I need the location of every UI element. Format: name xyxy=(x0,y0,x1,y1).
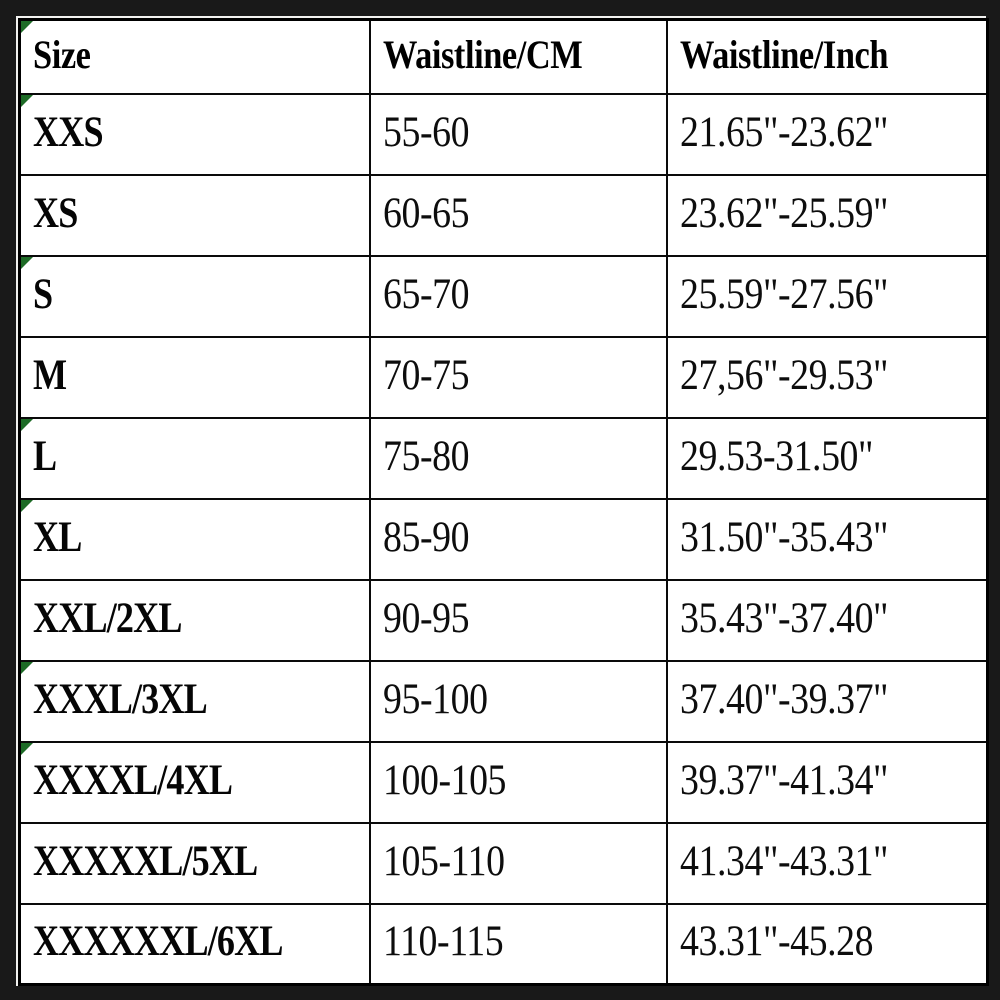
cell-waistline-cm: 75-80 xyxy=(368,416,668,500)
cell-size: XS xyxy=(18,173,371,257)
cell-waistline-cm-value: 105-110 xyxy=(382,837,505,885)
cell-waistline-inch-value: 35.43"-37.40" xyxy=(679,594,889,642)
cell-waistline-cm-value: 55-60 xyxy=(382,108,470,156)
cell-size: XL xyxy=(18,497,371,581)
cell-waistline-inch-value: 43.31"-45.28 xyxy=(679,918,873,966)
cell-waistline-cm: 90-95 xyxy=(368,578,668,662)
column-header-size-label: Size xyxy=(33,31,91,77)
table-row: XXXL/3XL 95-100 37.40"-39.37" xyxy=(18,659,989,743)
cell-waistline-cm-value: 95-100 xyxy=(382,675,488,723)
cell-size-label: S xyxy=(33,270,53,318)
cell-waistline-inch-value: 39.37"-41.34" xyxy=(679,756,889,804)
corner-flag-icon xyxy=(21,418,33,431)
cell-waistline-inch-value: 23.62"-25.59" xyxy=(679,189,889,237)
cell-size-label: XL xyxy=(33,513,82,561)
cell-size-label: XXL/2XL xyxy=(33,594,182,642)
corner-flag-icon xyxy=(21,94,33,107)
table-header: Size Waistline/CM Waistline/Inch xyxy=(18,18,989,95)
table-row: S 65-70 25.59"-27.56" xyxy=(18,254,989,338)
cell-waistline-inch-value: 27,56"-29.53" xyxy=(679,351,889,399)
cell-waistline-cm-value: 65-70 xyxy=(382,270,470,318)
cell-waistline-cm-value: 75-80 xyxy=(382,432,470,480)
corner-flag-icon xyxy=(21,256,33,269)
cell-waistline-cm: 55-60 xyxy=(368,92,668,176)
corner-flag-icon xyxy=(21,21,33,33)
cell-waistline-cm-value: 100-105 xyxy=(382,756,506,804)
cell-size: XXL/2XL xyxy=(18,578,371,662)
corner-flag-icon xyxy=(21,661,33,674)
cell-size: XXXXXXL/6XL xyxy=(18,902,371,986)
corner-flag-icon xyxy=(21,499,33,512)
cell-size: XXS xyxy=(18,92,371,176)
table-row: XXXXL/4XL 100-105 39.37"-41.34" xyxy=(18,740,989,824)
cell-waistline-inch: 23.62"-25.59" xyxy=(665,173,989,257)
cell-waistline-cm: 70-75 xyxy=(368,335,668,419)
cell-waistline-cm: 105-110 xyxy=(368,821,668,905)
cell-size-label: XS xyxy=(33,189,78,237)
cell-size-label: XXXXXXL/6XL xyxy=(33,918,283,966)
table-row: XXL/2XL 90-95 35.43"-37.40" xyxy=(18,578,989,662)
cell-waistline-inch-value: 41.34"-43.31" xyxy=(679,837,889,885)
cell-waistline-inch-value: 25.59"-27.56" xyxy=(679,270,889,318)
cell-size: XXXL/3XL xyxy=(18,659,371,743)
cell-waistline-inch: 35.43"-37.40" xyxy=(665,578,989,662)
cell-waistline-inch-value: 31.50"-35.43" xyxy=(679,513,889,561)
cell-size-label: M xyxy=(33,351,67,399)
table-row: XL 85-90 31.50"-35.43" xyxy=(18,497,989,581)
cell-waistline-inch: 21.65"-23.62" xyxy=(665,92,989,176)
table-body: XXS 55-60 21.65"-23.62" XS 60-65 23.62"-25.59… xyxy=(18,92,989,986)
cell-size-label: XXXXL/4XL xyxy=(33,756,233,804)
cell-size-label: XXS xyxy=(33,108,104,156)
cell-size: L xyxy=(18,416,371,500)
size-chart-table: Size Waistline/CM Waistline/Inch XXS 55-6… xyxy=(18,18,989,986)
cell-waistline-inch: 29.53-31.50" xyxy=(665,416,989,500)
cell-waistline-inch: 27,56"-29.53" xyxy=(665,335,989,419)
cell-waistline-inch: 39.37"-41.34" xyxy=(665,740,989,824)
cell-waistline-cm-value: 60-65 xyxy=(382,189,470,237)
column-header-size: Size xyxy=(18,18,371,95)
cell-waistline-inch: 43.31"-45.28 xyxy=(665,902,989,986)
cell-waistline-inch-value: 29.53-31.50" xyxy=(679,432,873,480)
cell-waistline-inch: 25.59"-27.56" xyxy=(665,254,989,338)
table-row: XXS 55-60 21.65"-23.62" xyxy=(18,92,989,176)
cell-size: XXXXXL/5XL xyxy=(18,821,371,905)
column-header-waistline-cm-label: Waistline/CM xyxy=(382,31,583,77)
cell-waistline-cm: 110-115 xyxy=(368,902,668,986)
table-row: XXXXXXL/6XL 110-115 43.31"-45.28 xyxy=(18,902,989,986)
cell-size: S xyxy=(18,254,371,338)
cell-waistline-inch: 37.40"-39.37" xyxy=(665,659,989,743)
cell-waistline-inch: 41.34"-43.31" xyxy=(665,821,989,905)
table-row: L 75-80 29.53-31.50" xyxy=(18,416,989,500)
table-row: M 70-75 27,56"-29.53" xyxy=(18,335,989,419)
cell-size: XXXXL/4XL xyxy=(18,740,371,824)
cell-size-label: XXXXXL/5XL xyxy=(33,837,258,885)
cell-size-label: L xyxy=(33,432,57,480)
cell-waistline-cm-value: 110-115 xyxy=(382,918,504,966)
cell-waistline-cm: 95-100 xyxy=(368,659,668,743)
cell-size-label: XXXL/3XL xyxy=(33,675,208,723)
column-header-waistline-inch-label: Waistline/Inch xyxy=(679,31,889,77)
cell-waistline-cm-value: 70-75 xyxy=(382,351,470,399)
cell-waistline-cm: 60-65 xyxy=(368,173,668,257)
cell-waistline-cm-value: 85-90 xyxy=(382,513,470,561)
cell-size: M xyxy=(18,335,371,419)
cell-waistline-cm: 100-105 xyxy=(368,740,668,824)
cell-waistline-inch-value: 37.40"-39.37" xyxy=(679,675,889,723)
table-row: XXXXXL/5XL 105-110 41.34"-43.31" xyxy=(18,821,989,905)
cell-waistline-inch: 31.50"-35.43" xyxy=(665,497,989,581)
column-header-waistline-inch: Waistline/Inch xyxy=(665,18,989,95)
column-header-waistline-cm: Waistline/CM xyxy=(368,18,668,95)
header-row: Size Waistline/CM Waistline/Inch xyxy=(18,18,989,95)
chart-sheet: Size Waistline/CM Waistline/Inch XXS 55-6… xyxy=(16,16,989,986)
cell-waistline-cm: 85-90 xyxy=(368,497,668,581)
cell-waistline-inch-value: 21.65"-23.62" xyxy=(679,108,889,156)
table-row: XS 60-65 23.62"-25.59" xyxy=(18,173,989,257)
cell-waistline-cm-value: 90-95 xyxy=(382,594,470,642)
cell-waistline-cm: 65-70 xyxy=(368,254,668,338)
corner-flag-icon xyxy=(21,742,33,755)
